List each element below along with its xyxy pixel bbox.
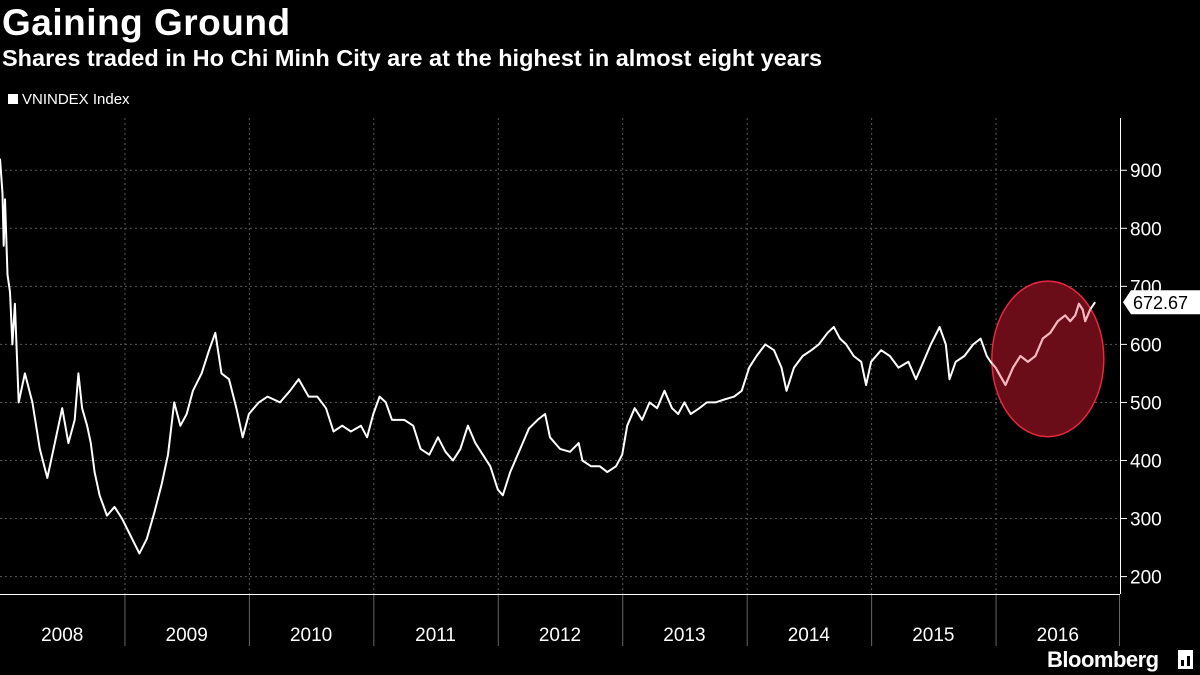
chart-subtitle: Shares traded in Ho Chi Minh City are at…: [2, 45, 823, 71]
legend-swatch: [8, 94, 18, 104]
series-line-highlighted: [991, 281, 1096, 437]
x-tick-label: 2009: [166, 625, 208, 646]
legend: VNINDEX Index: [8, 91, 130, 108]
x-tick-label: 2015: [912, 625, 954, 646]
last-value-box: [1123, 290, 1200, 315]
x-tick-label: 2016: [1037, 625, 1079, 646]
series-line: [0, 158, 1096, 555]
x-tick-label: 2011: [415, 625, 456, 646]
y-tick-label: 900: [1130, 161, 1162, 182]
bloomberg-logo: Bloomberg: [1047, 647, 1159, 672]
x-tick-label: 2013: [663, 625, 705, 646]
y-tick-label: 600: [1130, 335, 1162, 356]
chart-title: Gaining Ground: [2, 2, 291, 43]
highlight-ellipse: [991, 280, 1105, 438]
last-value-text: 672.67: [1133, 293, 1188, 313]
y-tick-label: 200: [1130, 568, 1162, 589]
y-tick-label: 500: [1130, 393, 1162, 414]
y-tick-label: 800: [1130, 219, 1162, 240]
x-tick-label: 2008: [41, 625, 83, 646]
y-tick-label: 400: [1130, 451, 1162, 472]
bloomberg-icon: [1178, 650, 1193, 669]
axes: [0, 118, 1127, 646]
y-tick-label: 300: [1130, 510, 1162, 531]
x-tick-label: 2012: [539, 625, 581, 646]
legend-label: VNINDEX Index: [22, 91, 130, 108]
grid: [0, 118, 1120, 594]
last-value-label: 672.67: [1123, 290, 1200, 315]
x-tick-label: 2014: [788, 625, 831, 646]
x-tick-label: 2010: [290, 625, 332, 646]
